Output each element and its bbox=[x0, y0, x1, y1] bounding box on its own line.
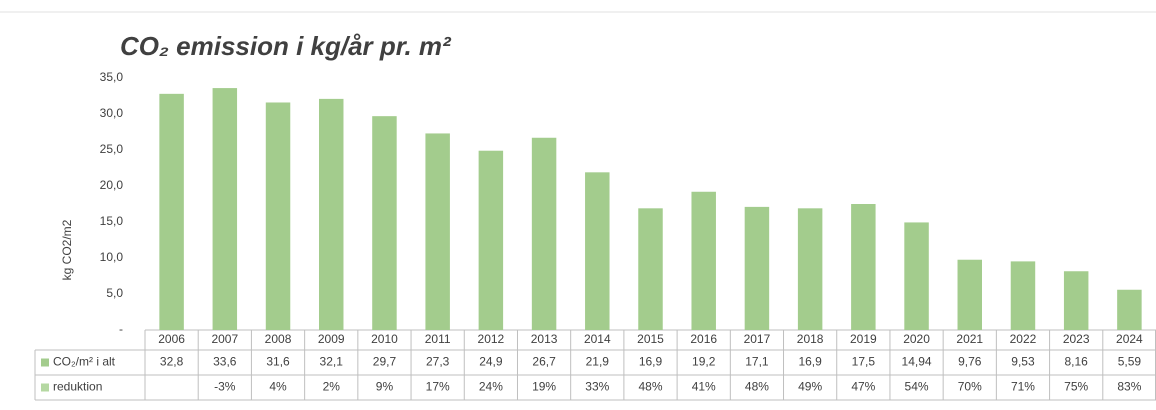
table-value: 2% bbox=[323, 380, 341, 394]
y-tick-label: 15,0 bbox=[100, 214, 124, 228]
table-value: 33% bbox=[585, 380, 609, 394]
x-tick-label: 2015 bbox=[637, 332, 664, 346]
y-axis-label: kg CO2/m2 bbox=[60, 219, 74, 280]
x-tick-label: 2021 bbox=[956, 332, 983, 346]
y-tick-label: 20,0 bbox=[100, 178, 124, 192]
table-value: 9,53 bbox=[1011, 355, 1035, 369]
x-tick-label: 2010 bbox=[371, 332, 398, 346]
legend-label: reduktion bbox=[53, 380, 102, 394]
table-value: 16,9 bbox=[798, 355, 822, 369]
y-tick-label: 25,0 bbox=[100, 142, 124, 156]
table-value: 47% bbox=[851, 380, 875, 394]
x-tick-label: 2019 bbox=[850, 332, 877, 346]
bar bbox=[1063, 271, 1089, 330]
table-value: 48% bbox=[638, 380, 662, 394]
x-tick-label: 2020 bbox=[903, 332, 930, 346]
y-tick-label: 5,0 bbox=[106, 286, 123, 300]
table-value: 9,76 bbox=[958, 355, 982, 369]
legend-key bbox=[41, 358, 49, 367]
table-value: 54% bbox=[905, 380, 929, 394]
x-tick-label: 2016 bbox=[690, 332, 717, 346]
x-tick-label: 2022 bbox=[1010, 332, 1037, 346]
y-tick-label: - bbox=[119, 322, 123, 336]
y-tick-label: 10,0 bbox=[100, 250, 124, 264]
bar bbox=[1117, 289, 1142, 330]
x-tick-label: 2011 bbox=[425, 332, 451, 346]
x-tick-label: 2008 bbox=[265, 332, 292, 346]
table-value: 14,94 bbox=[902, 355, 932, 369]
bar bbox=[638, 208, 663, 330]
y-tick-label: 35,0 bbox=[100, 70, 124, 84]
x-tick-label: 2014 bbox=[584, 332, 611, 346]
table-value: 71% bbox=[1011, 380, 1035, 394]
bar bbox=[797, 208, 823, 330]
table-value: 70% bbox=[958, 380, 982, 394]
bar bbox=[744, 206, 770, 330]
bar bbox=[478, 150, 504, 330]
x-tick-label: 2023 bbox=[1063, 332, 1090, 346]
table-value: 49% bbox=[798, 380, 822, 394]
bar bbox=[159, 93, 184, 330]
bar bbox=[904, 222, 929, 330]
table-value: 17% bbox=[426, 380, 450, 394]
table-value: -3% bbox=[214, 380, 236, 394]
bar bbox=[212, 88, 238, 330]
x-tick-label: 2007 bbox=[211, 332, 238, 346]
bar bbox=[425, 133, 450, 330]
table-value: 9% bbox=[376, 380, 394, 394]
table-value: 17,1 bbox=[745, 355, 769, 369]
x-tick-label: 2018 bbox=[797, 332, 824, 346]
table-value: 27,3 bbox=[426, 355, 450, 369]
table-value: 16,9 bbox=[639, 355, 663, 369]
table-value: 8,16 bbox=[1065, 355, 1089, 369]
bar bbox=[372, 116, 397, 330]
bar bbox=[957, 259, 983, 330]
table-value: 48% bbox=[745, 380, 769, 394]
table-value: 21,9 bbox=[586, 355, 610, 369]
chart-title: CO₂ emission i kg/år pr. m² bbox=[120, 31, 452, 61]
bar bbox=[531, 137, 557, 330]
bar bbox=[585, 172, 610, 330]
table-value: 41% bbox=[692, 380, 716, 394]
x-tick-label: 2017 bbox=[744, 332, 771, 346]
table-value: 24,9 bbox=[479, 355, 503, 369]
table-value: 75% bbox=[1064, 380, 1088, 394]
bar bbox=[318, 98, 344, 330]
table-value: 29,7 bbox=[373, 355, 397, 369]
bar bbox=[1010, 261, 1036, 330]
table-value: 26,7 bbox=[532, 355, 556, 369]
bar bbox=[691, 191, 716, 330]
table-value: 32,8 bbox=[160, 355, 184, 369]
table-value: 19,2 bbox=[692, 355, 716, 369]
table-value: 31,6 bbox=[266, 355, 290, 369]
x-tick-label: 2009 bbox=[318, 332, 345, 346]
x-tick-label: 2006 bbox=[158, 332, 185, 346]
legend-label: CO₂/m² i alt bbox=[53, 355, 116, 369]
table-value: 32,1 bbox=[320, 355, 344, 369]
table-value: 5,59 bbox=[1118, 355, 1142, 369]
x-tick-label: 2013 bbox=[531, 332, 558, 346]
bar bbox=[265, 102, 291, 330]
table-value: 83% bbox=[1117, 380, 1141, 394]
x-tick-label: 2012 bbox=[478, 332, 505, 346]
table-value: 17,5 bbox=[852, 355, 876, 369]
table-value: 33,6 bbox=[213, 355, 237, 369]
y-tick-label: 30,0 bbox=[100, 106, 124, 120]
table-value: 19% bbox=[532, 380, 556, 394]
legend-key bbox=[41, 383, 49, 392]
bar bbox=[851, 204, 876, 330]
table-value: 24% bbox=[479, 380, 503, 394]
x-tick-label: 2024 bbox=[1116, 332, 1143, 346]
table-value: 4% bbox=[269, 380, 287, 394]
